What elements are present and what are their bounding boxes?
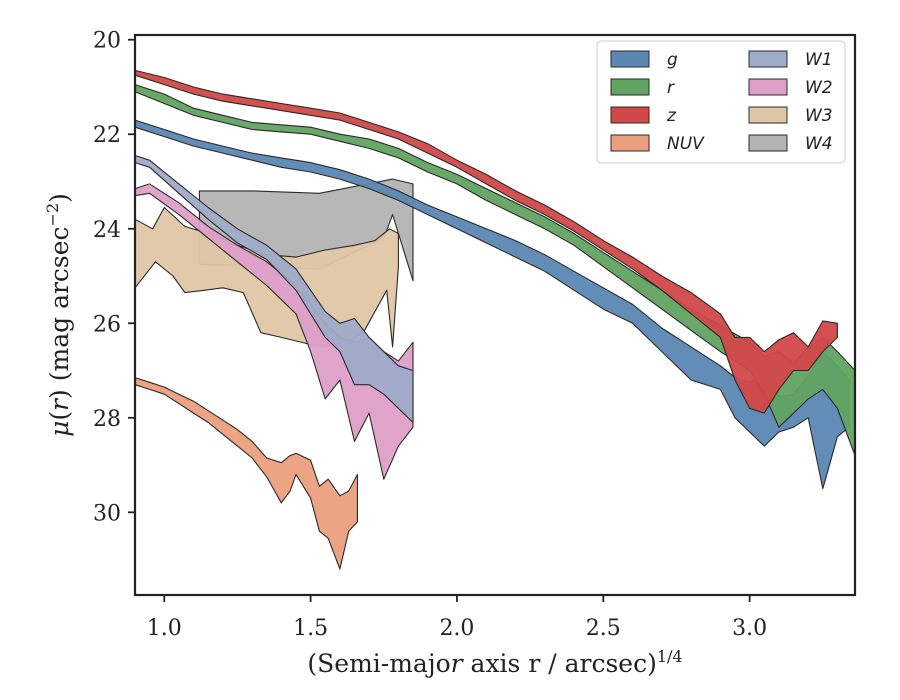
y-axis-label: μ(r) (mag arcsec−2) xyxy=(43,193,74,437)
x-axis-label: (Semi-major axis r / arcsec)1/4 xyxy=(307,647,682,678)
legend-swatch-g xyxy=(610,50,650,68)
legend-label-w3: W3 xyxy=(805,106,833,126)
plot-frame xyxy=(133,33,857,597)
legend-label-z: z xyxy=(666,106,677,126)
y-tick-label: 24 xyxy=(93,218,121,243)
x-tick-label: 2.0 xyxy=(439,616,474,641)
band-nuv xyxy=(134,377,358,570)
legend-label-w1: W1 xyxy=(805,50,833,70)
legend-label-nuv: NUV xyxy=(667,134,705,154)
legend-swatch-w3 xyxy=(748,106,788,124)
legend-swatch-w4 xyxy=(748,134,788,152)
legend-swatch-nuv xyxy=(610,134,650,152)
legend-swatch-w2 xyxy=(748,78,788,96)
x-tick-label: 2.5 xyxy=(586,616,621,641)
band-w2 xyxy=(134,183,414,480)
legend-label-r: r xyxy=(667,78,675,98)
y-tick-label: 22 xyxy=(93,123,121,148)
x-axis: 1.0 1.5 2.0 2.5 3.0 xyxy=(147,595,767,641)
legend-swatch-z xyxy=(610,106,650,124)
legend-label-g: g xyxy=(667,50,678,70)
y-tick-label: 30 xyxy=(93,501,121,526)
band-z xyxy=(134,69,838,414)
legend-box xyxy=(596,40,846,164)
legend-label-w4: W4 xyxy=(805,134,833,154)
y-tick-label: 28 xyxy=(93,407,121,432)
band-w1 xyxy=(134,154,414,424)
y-tick-label: 20 xyxy=(93,29,121,54)
legend-label-w2: W2 xyxy=(805,78,833,98)
y-tick-label: 26 xyxy=(93,312,121,337)
y-axis: 20 22 24 26 28 30 xyxy=(93,29,135,526)
x-tick-label: 1.5 xyxy=(293,616,328,641)
x-tick-label: 1.0 xyxy=(147,616,182,641)
legend: grz NUV W1 W2 W3 W4 xyxy=(596,40,846,164)
legend-swatch-r xyxy=(610,78,650,96)
x-tick-label: 3.0 xyxy=(732,616,767,641)
legend-swatch-w1 xyxy=(748,50,788,68)
band-layer xyxy=(134,69,856,570)
